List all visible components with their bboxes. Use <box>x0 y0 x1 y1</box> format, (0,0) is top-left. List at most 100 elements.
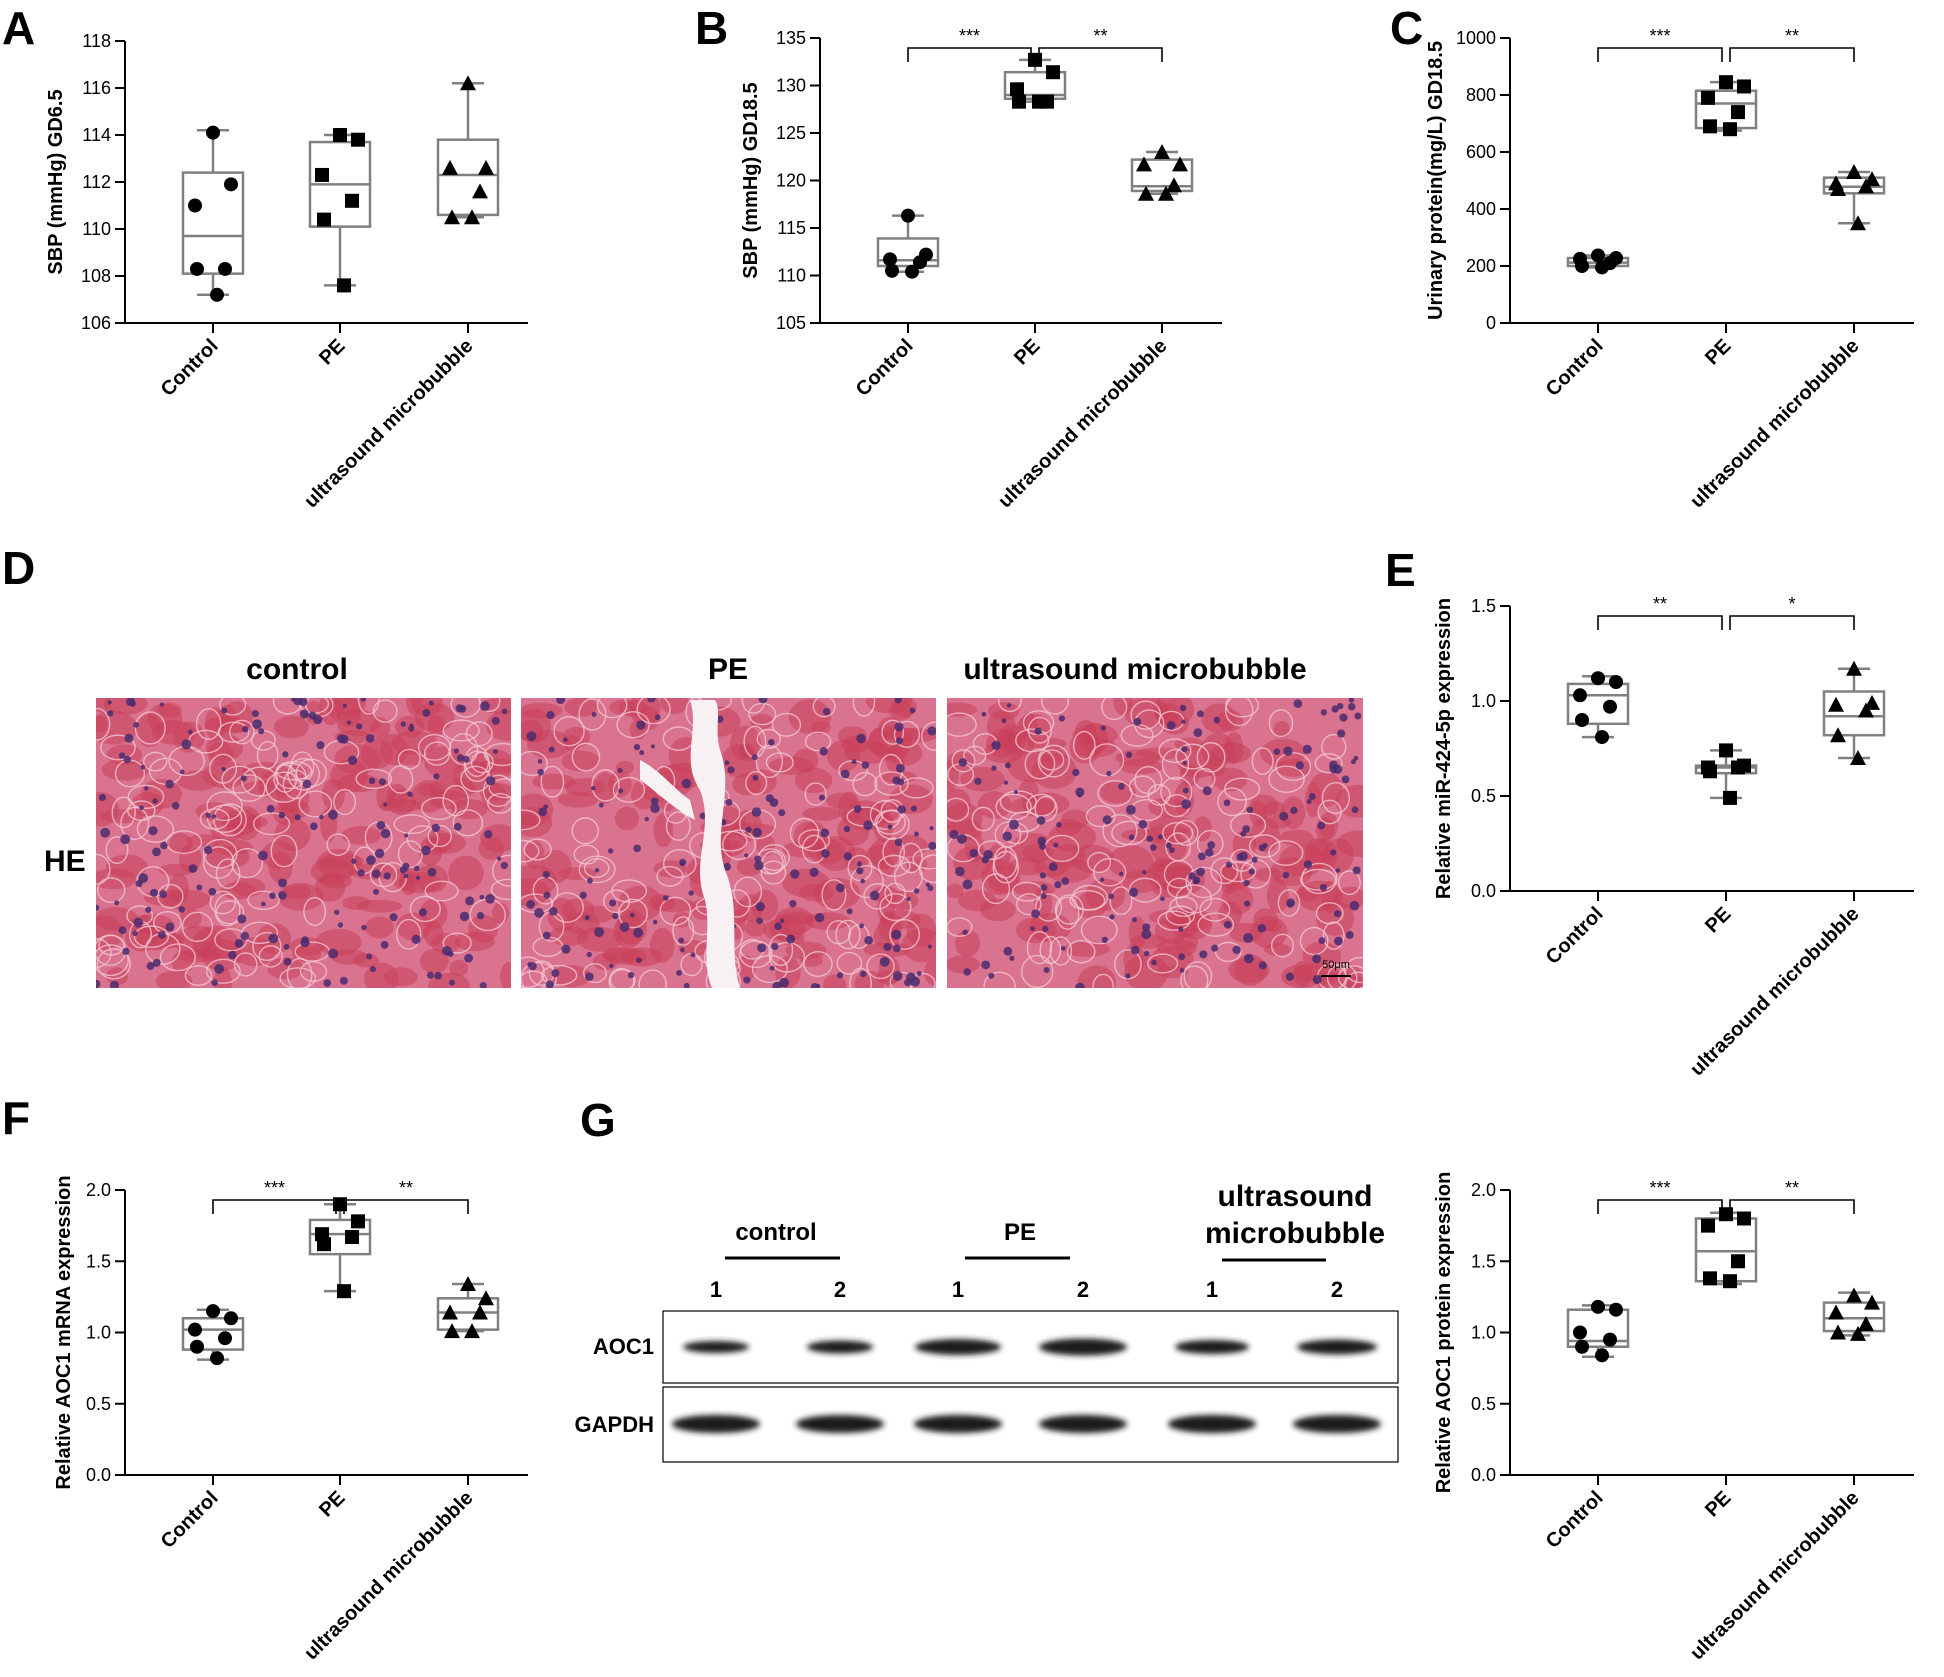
chart-e-point-ultrasound-microbubble <box>1850 750 1866 765</box>
significance-line <box>1729 47 1855 62</box>
chart-e-point-control <box>1591 671 1605 686</box>
box-iqr <box>1694 764 1758 775</box>
chart-g-significance-bracket: *** <box>1597 1178 1723 1214</box>
chart-g-point-ultrasound-microbubble <box>1828 1304 1844 1320</box>
chart-g-point-control <box>1575 1339 1589 1354</box>
chart-e-box-ultrasound-microbubble <box>1822 667 1886 760</box>
chart-f-significance-bracket: ** <box>343 1178 469 1214</box>
chart-b-y-tick-label: 110 <box>777 266 806 286</box>
chart-a-y-axis-title: SBP (mmHg) GD6.5 <box>45 89 67 274</box>
chart-e-y-tick-label: 1.5 <box>1471 596 1496 616</box>
chart-b-x-label-pe: PE <box>1010 335 1044 369</box>
chart-a-point-control <box>190 261 204 276</box>
significance-line <box>1729 615 1855 630</box>
chart-b-y-tick-label: 125 <box>776 123 806 143</box>
chart-f-point-control <box>210 1351 224 1366</box>
chart-b-point-pe <box>1010 82 1024 97</box>
chart-b-point-pe <box>1032 94 1046 109</box>
chart-f-point-control <box>190 1339 204 1354</box>
chart-a-box-pe <box>308 133 372 287</box>
chart-e-significance-bracket: ** <box>1597 594 1723 630</box>
chart-b-point-control <box>901 208 915 223</box>
chart-b-y-tick-label: 135 <box>776 28 806 48</box>
panel-letter-g: G <box>580 1094 616 1146</box>
chart-e-significance-bracket: * <box>1729 594 1855 630</box>
wb-band-gapdh <box>796 1415 884 1433</box>
wb-lane-label: 2 <box>1331 1277 1343 1302</box>
chart-g-point-pe <box>1731 1254 1745 1269</box>
chart-a-point-control <box>188 198 202 213</box>
significance-line <box>907 47 1032 62</box>
box-iqr <box>1822 690 1886 737</box>
chart-a-y-tick-label: 114 <box>82 125 111 145</box>
chart-c-y-tick-label: 200 <box>1466 256 1496 276</box>
wb-band-aoc1 <box>1175 1340 1249 1354</box>
chart-f-point-pe <box>337 1284 351 1299</box>
panel-letter-b: B <box>695 2 728 54</box>
chart-g-x-label-control: Control <box>1542 1487 1608 1553</box>
chart-b-point-control <box>913 255 927 270</box>
chart-b-significance-bracket: *** <box>907 26 1032 62</box>
chart-e-point-pe <box>1719 743 1733 758</box>
chart-g-point-ultrasound-microbubble <box>1830 1324 1846 1340</box>
chart-e-point-ultrasound-microbubble <box>1846 660 1862 676</box>
significance-label: *** <box>1649 1178 1670 1198</box>
wb-lane-label: 1 <box>1206 1277 1218 1302</box>
chart-b-point-pe <box>1012 94 1026 109</box>
chart-f-y-tick-label: 1.0 <box>86 1323 111 1343</box>
chart-a-x-label-control: Control <box>157 335 223 401</box>
chart-c-point-pe <box>1701 90 1715 105</box>
chart-b-point-ultrasound-microbubble <box>1172 156 1188 172</box>
chart-g-aoc1-protein: 0.0 0.5 1.0 1.5 2.0 Relative AOC1 protein exp… <box>1433 1172 1914 1664</box>
chart-c-y-tick-label: 600 <box>1466 142 1496 162</box>
chart-c-significance-bracket: *** <box>1597 26 1723 62</box>
chart-b-point-control <box>905 264 919 279</box>
chart-f-significance-bracket: *** <box>212 1178 337 1214</box>
chart-b-point-ultrasound-microbubble <box>1166 177 1182 193</box>
chart-f-y-tick-label: 0.5 <box>86 1394 111 1414</box>
chart-a-point-control <box>224 177 238 192</box>
chart-b-significance-bracket: ** <box>1038 26 1163 62</box>
chart-a-y-tick-label: 108 <box>81 266 111 286</box>
wb-group-pe: PE <box>1004 1219 1036 1246</box>
wb-band-gapdh <box>1293 1415 1381 1433</box>
chart-b-point-pe <box>1046 65 1060 80</box>
chart-c-y-tick-label: 400 <box>1466 199 1496 219</box>
chart-e-y-axis-title: Relative miR-424-5p expression <box>1433 598 1455 899</box>
wb-blot-gapdh <box>662 1386 1399 1463</box>
he-image-control <box>96 698 511 988</box>
chart-b-sbp-gd18-5: 105 110 115 120 125 130 135 SBP (mmHg) GD18.5 Co… <box>740 26 1222 512</box>
wb-group-control: control <box>735 1219 816 1246</box>
wb-lane-label: 1 <box>952 1277 964 1302</box>
wb-band-gapdh <box>914 1415 1002 1433</box>
chart-g-significance-bracket: ** <box>1729 1178 1855 1214</box>
chart-f-point-ultrasound-microbubble <box>444 1323 460 1339</box>
chart-f-point-ultrasound-microbubble <box>464 1323 480 1339</box>
wb-lane-label: 2 <box>834 1277 846 1302</box>
chart-g-point-pe <box>1723 1274 1737 1289</box>
chart-g-y-axis-title: Relative AOC1 protein expression <box>1433 1172 1455 1494</box>
chart-g-point-control <box>1595 1348 1609 1363</box>
chart-a-y-tick-label: 112 <box>82 172 111 192</box>
wb-group-ultrasound-microbubble: ultrasound microbubble <box>1204 1180 1385 1250</box>
box-iqr <box>1822 1301 1886 1333</box>
chart-a-y-tick-label: 118 <box>82 31 111 51</box>
chart-f-x-label-pe: PE <box>315 1487 349 1521</box>
chart-e-y-tick-label: 0.0 <box>1471 881 1496 901</box>
chart-a-point-control <box>206 125 220 140</box>
chart-e-point-control <box>1595 730 1609 745</box>
chart-c-point-pe <box>1723 122 1737 137</box>
chart-g-y-tick-label: 0.5 <box>1471 1394 1496 1414</box>
panel-letter-a: A <box>2 2 35 54</box>
chart-b-point-ultrasound-microbubble <box>1136 156 1152 172</box>
chart-e-point-control <box>1609 675 1623 689</box>
wb-lane-label: 2 <box>1077 1277 1089 1302</box>
he-row-label: HE <box>44 845 86 878</box>
chart-b-x-label-control: Control <box>852 335 918 401</box>
chart-g-point-ultrasound-microbubble <box>1858 1315 1874 1331</box>
chart-c-point-ultrasound-microbubble <box>1846 163 1862 179</box>
significance-label: ** <box>1653 594 1667 614</box>
chart-g-point-ultrasound-microbubble <box>1864 1294 1880 1310</box>
chart-g-point-pe <box>1719 1207 1733 1222</box>
chart-f-point-control <box>206 1304 220 1319</box>
